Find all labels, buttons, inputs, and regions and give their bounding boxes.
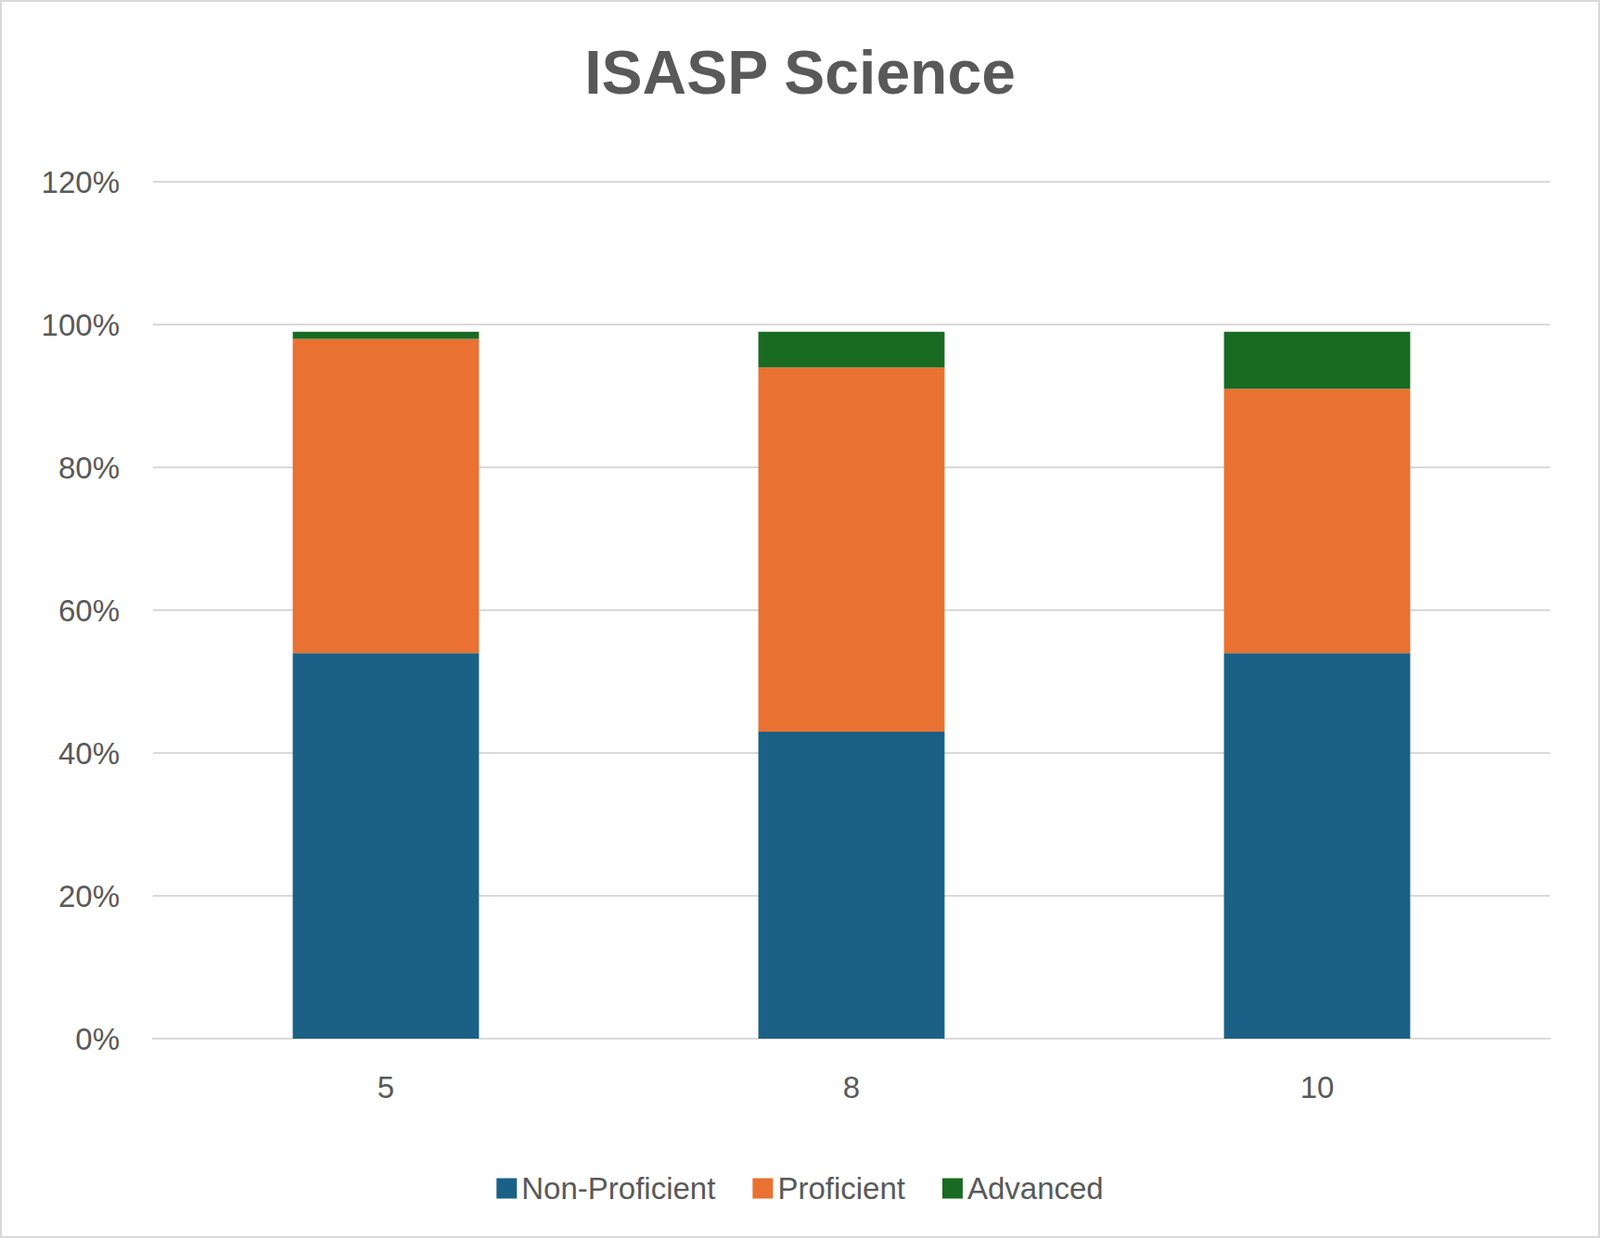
svg-text:Proficient: Proficient	[777, 1171, 906, 1206]
svg-text:ISASP Science: ISASP Science	[584, 38, 1016, 107]
svg-text:0%: 0%	[75, 1022, 120, 1057]
svg-text:40%: 40%	[58, 736, 120, 771]
svg-text:5: 5	[377, 1070, 395, 1105]
svg-text:8: 8	[843, 1070, 860, 1105]
svg-text:10: 10	[1300, 1070, 1335, 1105]
svg-text:80%: 80%	[58, 450, 120, 486]
svg-text:60%: 60%	[58, 593, 120, 628]
svg-text:Non-Proficient: Non-Proficient	[521, 1171, 716, 1206]
svg-text:100%: 100%	[41, 307, 120, 343]
svg-text:120%: 120%	[41, 165, 120, 200]
svg-text:Advanced: Advanced	[967, 1171, 1104, 1206]
svg-text:20%: 20%	[58, 879, 120, 914]
